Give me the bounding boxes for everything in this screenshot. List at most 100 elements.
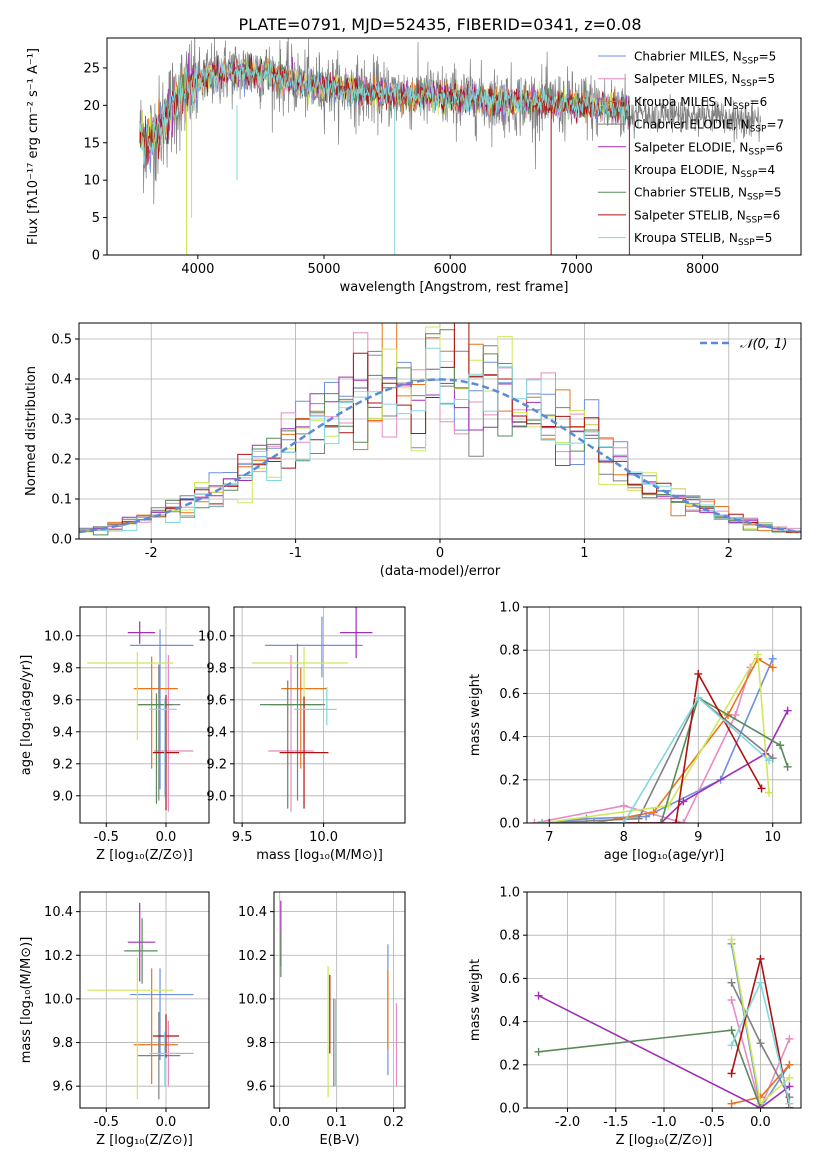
axes-frame (106, 37, 802, 256)
x-tick-label: -0.5 (94, 830, 119, 845)
weight-marker (634, 814, 643, 823)
errorbar-point (251, 647, 348, 740)
errorbar-point (279, 696, 329, 809)
weight-line (541, 651, 770, 823)
x-tick-label: 9 (694, 830, 702, 845)
x-tick-label: 10.0 (309, 830, 338, 845)
weight-marker (694, 693, 703, 702)
spectrum-line (139, 58, 630, 166)
legend-entry: Chabrier STELIB, NSSP=5 (634, 186, 782, 203)
x-axis-label: Z [log₁₀(Z/Z⊙)] (616, 1133, 713, 1148)
weight-marker (783, 762, 792, 771)
y-axis-label: mass [log₁₀(M/M⊙)] (19, 937, 34, 1064)
weight-marker (727, 996, 736, 1004)
weight-marker (768, 654, 777, 663)
spectrum-line (139, 53, 630, 165)
weight-marker (727, 978, 736, 987)
y-tick-label: 0.0 (499, 817, 520, 832)
y-tick-label: 0.5 (51, 333, 72, 348)
legend-entry: Salpeter STELIB, NSSP=6 (634, 208, 780, 225)
weight-marker (545, 819, 554, 823)
y-tick-label: 0 (92, 249, 100, 264)
errorbar-point (124, 918, 158, 984)
y-tick-label: 0.2 (499, 773, 520, 788)
weight-marker (756, 1104, 765, 1108)
y-tick-label: 0.6 (499, 972, 520, 987)
legend-entry: Chabrier MILES, NSSP=5 (634, 50, 776, 67)
y-tick-label: 9.2 (52, 757, 73, 772)
plot-area (280, 900, 398, 1098)
x-tick-label: 0 (436, 546, 444, 561)
panel-residual-histogram: -2 -1 0 1 2 0.0 0.1 0.2 0.3 0.4 0.5 (data-model)/er… (24, 322, 802, 579)
weight-line (541, 658, 774, 823)
histogram-step (79, 326, 801, 534)
y-tick-label: 9.8 (52, 1036, 73, 1051)
errorbar-point (133, 656, 178, 769)
x-axis-label: E(B-V) (319, 1133, 359, 1148)
x-axis-label: wavelength [Angstrom, rest frame] (340, 280, 569, 295)
axes-frame (273, 891, 406, 1109)
x-axis-label: age [log₁₀(age/yr)] (604, 848, 725, 863)
y-tick-label: 0.8 (499, 644, 520, 659)
x-tick-label: 0.0 (750, 1115, 771, 1130)
weight-marker (530, 819, 539, 823)
weight-marker (619, 819, 628, 823)
y-tick-label: 5 (92, 211, 100, 226)
axes-frame (526, 606, 802, 824)
weight-marker (727, 1026, 736, 1035)
legend: Chabrier MILES, NSSP=5 Salpeter MILES, NS… (598, 50, 784, 248)
y-tick-label: 9.6 (246, 1080, 267, 1095)
plot-area (530, 650, 792, 823)
x-axis-label: mass [log₁₀(M/M⊙)] (256, 848, 383, 863)
x-axis-label: Z [log₁₀(Z/Z⊙)] (96, 848, 193, 863)
y-axis-label: mass weight (468, 959, 483, 1041)
x-tick-label: 9.5 (232, 830, 253, 845)
plot-area (534, 935, 794, 1108)
errorbar-point (137, 664, 181, 801)
weight-marker (649, 808, 658, 817)
y-tick-label: 9.4 (52, 725, 73, 740)
x-tick-label: -0.5 (700, 1115, 725, 1130)
weight-marker (731, 711, 740, 719)
weight-marker (785, 1060, 794, 1069)
x-tick-label: -1.5 (603, 1115, 628, 1130)
x-tick-label: 8000 (686, 262, 719, 277)
errorbar-point (149, 1031, 177, 1087)
weight-marker (783, 706, 792, 715)
weight-marker (785, 1099, 794, 1108)
panel-age-vs-mass: 9.5 10.0 9.0 9.2 9.4 9.6 9.8 10.0 mass [log₁₀(M/… (198, 606, 406, 863)
x-tick-label: 2 (725, 546, 733, 561)
x-tick-label: -0.5 (94, 1115, 119, 1130)
weight-marker (757, 784, 766, 793)
y-tick-label: 0.0 (51, 533, 72, 548)
normal-curve (79, 378, 801, 534)
weight-marker (694, 669, 703, 678)
y-tick-label: 9.0 (52, 789, 73, 804)
y-tick-label: 15 (83, 136, 100, 151)
weight-marker (727, 1041, 736, 1050)
x-tick-label: 1 (580, 546, 588, 561)
x-tick-label: 10 (764, 830, 781, 845)
y-tick-label: 10.4 (238, 905, 267, 920)
weight-marker (727, 1069, 736, 1078)
weight-marker (785, 1073, 794, 1082)
weight-marker (764, 788, 773, 797)
y-tick-label: 9.8 (206, 661, 227, 676)
histogram-step (79, 329, 801, 536)
errorbar-point (339, 607, 373, 659)
x-tick-label: -2 (145, 546, 158, 561)
weight-marker (756, 954, 765, 963)
y-tick-label: 10.0 (238, 992, 267, 1007)
errorbar-point (137, 1012, 181, 1100)
weight-line (541, 696, 789, 823)
weight-marker (756, 1039, 765, 1048)
axes-frame (79, 891, 210, 1109)
weight-line (541, 696, 774, 823)
panel-mass-vs-Z: -0.5 0.0 9.6 9.8 10.0 10.2 10.4 Z [log₁₀(Z/Z⊙)]… (19, 891, 210, 1148)
plot-area (251, 607, 373, 812)
panel-spectrum: 4000 5000 6000 7000 8000 0 5 10 15 20 25 wavelength… (26, 37, 802, 295)
weight-marker (727, 935, 736, 944)
x-tick-label: 8 (620, 830, 628, 845)
panel-age-vs-Z: -0.5 0.0 9.0 9.2 9.4 9.6 9.8 10.0 Z [log₁₀(Z/Z⊙)… (19, 606, 210, 863)
y-tick-label: 10.2 (44, 949, 73, 964)
